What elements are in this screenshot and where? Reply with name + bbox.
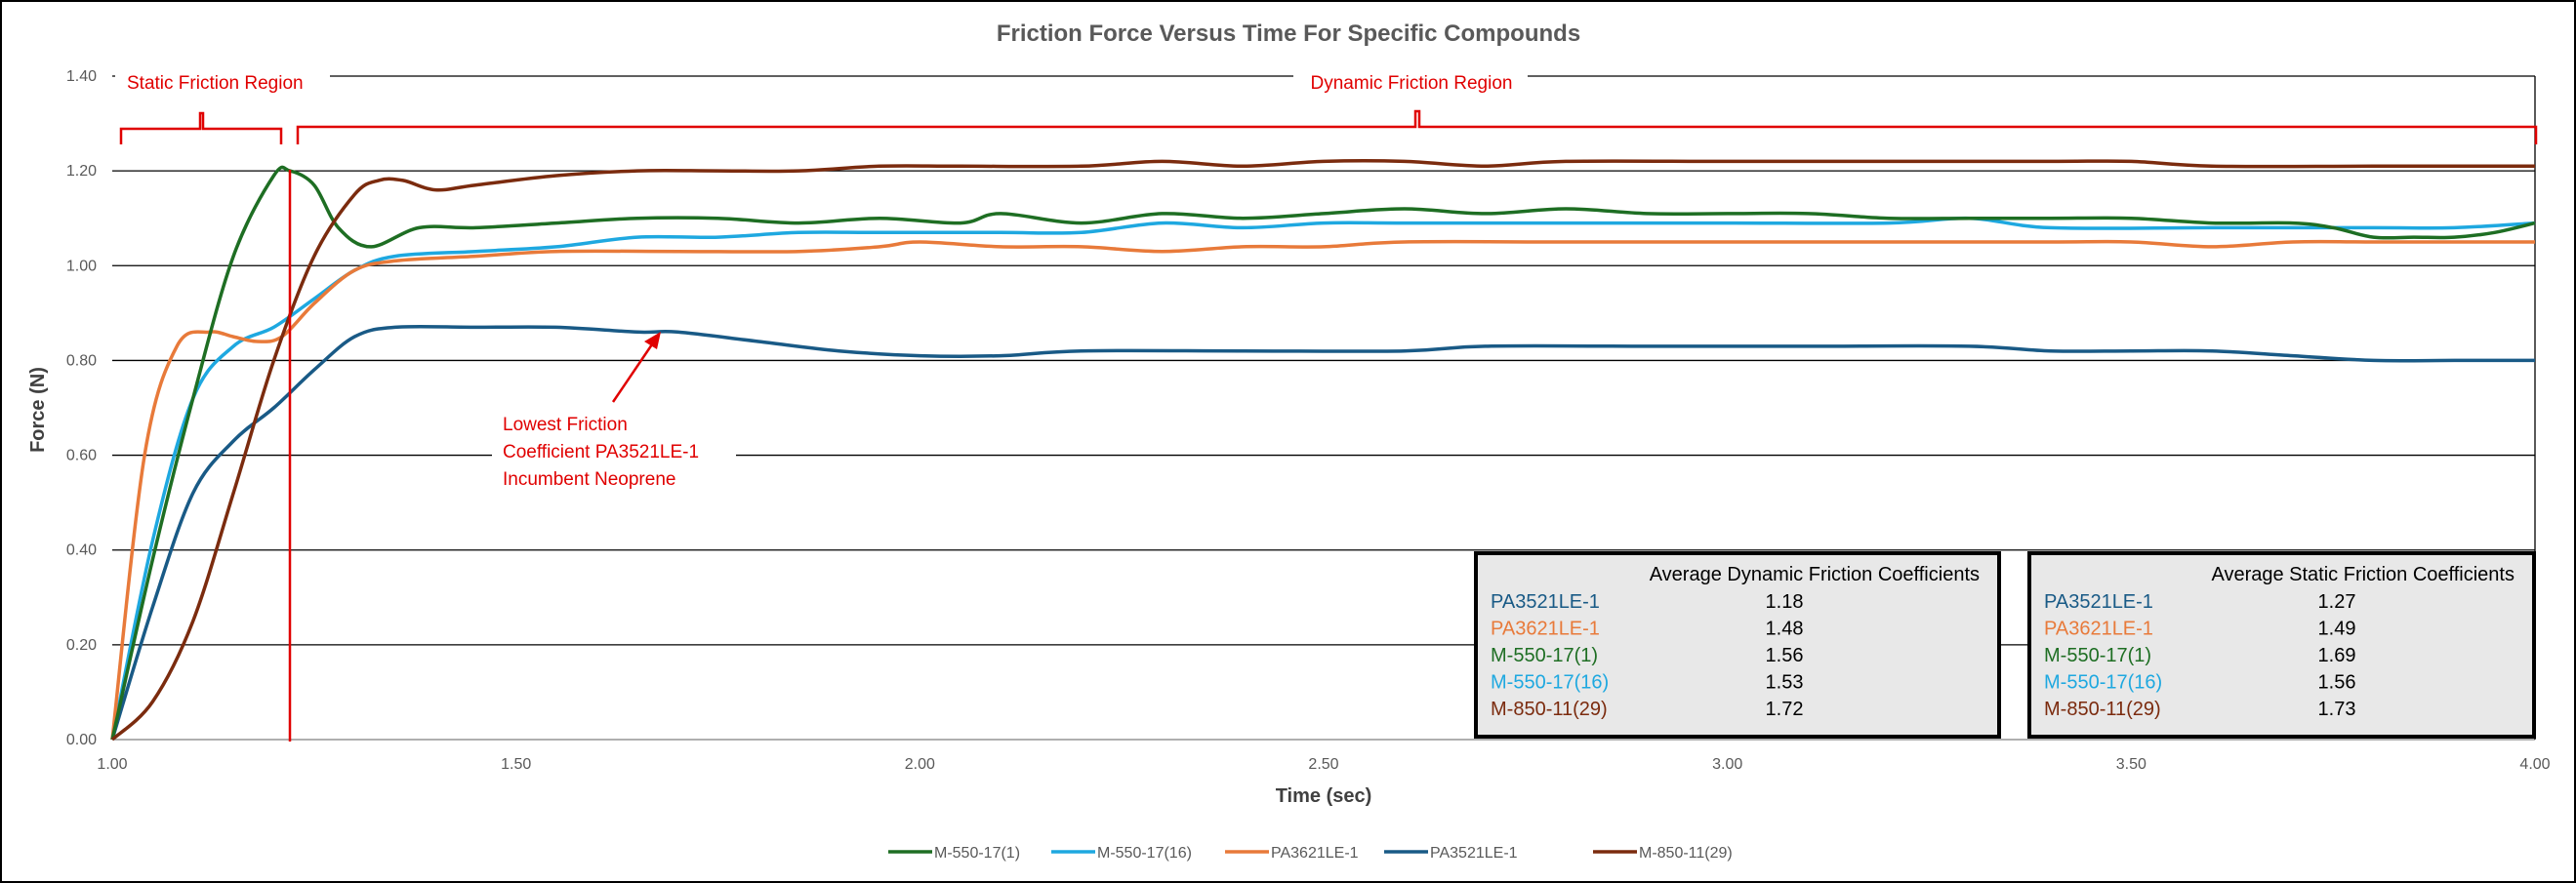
table-row-value: 1.53 xyxy=(1766,672,1804,694)
series-line-m-550-17-16- xyxy=(110,216,2536,741)
table-row-name: M-850-11(29) xyxy=(2044,699,2161,720)
dynamic-region-bracket xyxy=(296,109,2538,144)
table-row-value: 1.48 xyxy=(1766,619,1804,640)
table-row-value: 1.18 xyxy=(1766,591,1804,613)
dynamic-region-label-bg xyxy=(1293,66,1528,96)
legend-item: M-850-11(29) xyxy=(1593,845,1733,862)
chart-title: Friction Force Versus Time For Specific … xyxy=(997,20,1580,47)
x-axis-label: Time (sec) xyxy=(1276,785,1372,807)
table-row-name: PA3621LE-1 xyxy=(2044,619,2153,640)
y-tick-labels: 0.00 0.20 0.40 0.60 0.80 1.00 1.20 1.40 xyxy=(66,68,97,748)
x-tick-labels: 1.00 1.50 2.00 2.50 3.00 3.50 4.00 xyxy=(97,756,2550,773)
table-row-value: 1.27 xyxy=(2318,591,2356,613)
y-tick-label: 1.40 xyxy=(66,68,97,85)
x-tick-label: 3.00 xyxy=(1712,756,1742,773)
legend-item: M-550-17(1) xyxy=(888,845,1020,862)
y-tick-label: 1.20 xyxy=(66,163,97,180)
table-row-name: M-550-17(16) xyxy=(2044,672,2162,694)
legend-label: M-550-17(16) xyxy=(1097,845,1192,862)
legend: M-550-17(1) M-550-17(16) PA3621LE-1 PA3521L… xyxy=(888,845,1733,862)
legend-label: M-550-17(1) xyxy=(934,845,1020,862)
table-row-name: PA3521LE-1 xyxy=(1491,591,1600,613)
y-tick-label: 1.00 xyxy=(66,258,97,274)
series-lines xyxy=(110,159,2536,742)
annotations: Static Friction Region Dynamic Friction … xyxy=(115,66,2538,742)
table-title: Average Dynamic Friction Coefficients xyxy=(1650,564,1980,585)
callout-arrow-head xyxy=(644,332,661,349)
table-row-name: M-550-17(1) xyxy=(2044,645,2151,666)
y-tick-label: 0.40 xyxy=(66,542,97,559)
x-tick-label: 4.00 xyxy=(2519,756,2550,773)
y-axis-label: Force (N) xyxy=(27,367,49,453)
table-row-value: 1.56 xyxy=(2318,672,2356,694)
table-box xyxy=(1474,551,2001,739)
legend-item: PA3621LE-1 xyxy=(1225,845,1359,862)
static-region-label: Static Friction Region xyxy=(127,73,304,94)
y-tick-label: 0.20 xyxy=(66,637,97,654)
table-row-name: PA3621LE-1 xyxy=(1491,619,1600,640)
series-line-m-550-17-1- xyxy=(110,165,2536,741)
series-line-pa3621le-1 xyxy=(110,239,2535,741)
table-box xyxy=(2027,551,2536,739)
y-tick-label: 0.80 xyxy=(66,352,97,369)
x-tick-label: 3.50 xyxy=(2116,756,2147,773)
table-row-name: M-550-17(1) xyxy=(1491,645,1598,666)
legend-item: M-550-17(16) xyxy=(1051,845,1192,862)
legend-label: M-850-11(29) xyxy=(1639,845,1733,862)
series-line-pa3521le-1 xyxy=(110,324,2535,741)
table-row-value: 1.49 xyxy=(2318,619,2356,640)
table-row-value: 1.56 xyxy=(1766,645,1804,666)
callout-line-2: Coefficient PA3521LE-1 xyxy=(503,442,699,462)
legend-label: PA3621LE-1 xyxy=(1271,845,1359,862)
table-row-value: 1.69 xyxy=(2318,645,2356,666)
x-tick-label: 2.50 xyxy=(1308,756,1338,773)
coefficient-tables: Average Dynamic Friction Coefficients PA3… xyxy=(1474,551,2536,739)
series-line-m-850-11-29- xyxy=(110,159,2535,742)
dynamic-region-label: Dynamic Friction Region xyxy=(1311,73,1513,94)
callout-line-1: Lowest Friction xyxy=(503,415,628,435)
table-title: Average Static Friction Coefficients xyxy=(2211,564,2515,585)
legend-item: PA3521LE-1 xyxy=(1384,845,1518,862)
callout-line-3: Incumbent Neoprene xyxy=(503,469,675,490)
table-row-value: 1.72 xyxy=(1766,699,1804,720)
static-region-bracket xyxy=(119,111,283,144)
legend-label: PA3521LE-1 xyxy=(1430,845,1518,862)
callout-bg xyxy=(492,410,736,490)
table-row-name: M-550-17(16) xyxy=(1491,672,1609,694)
dynamic-coefficients-table: Average Dynamic Friction Coefficients PA3… xyxy=(1474,551,2001,739)
x-tick-label: 1.00 xyxy=(97,756,127,773)
x-tick-label: 2.00 xyxy=(905,756,935,773)
y-tick-label: 0.00 xyxy=(66,732,97,748)
table-row-name: PA3521LE-1 xyxy=(2044,591,2153,613)
table-row-name: M-850-11(29) xyxy=(1491,699,1608,720)
callout-arrow-line xyxy=(611,341,656,403)
table-row-value: 1.73 xyxy=(2318,699,2356,720)
static-coefficients-table: Average Static Friction Coefficients PA35… xyxy=(2027,551,2536,739)
static-region-label-bg xyxy=(115,66,330,96)
y-tick-label: 0.60 xyxy=(66,448,97,464)
x-tick-label: 1.50 xyxy=(501,756,531,773)
